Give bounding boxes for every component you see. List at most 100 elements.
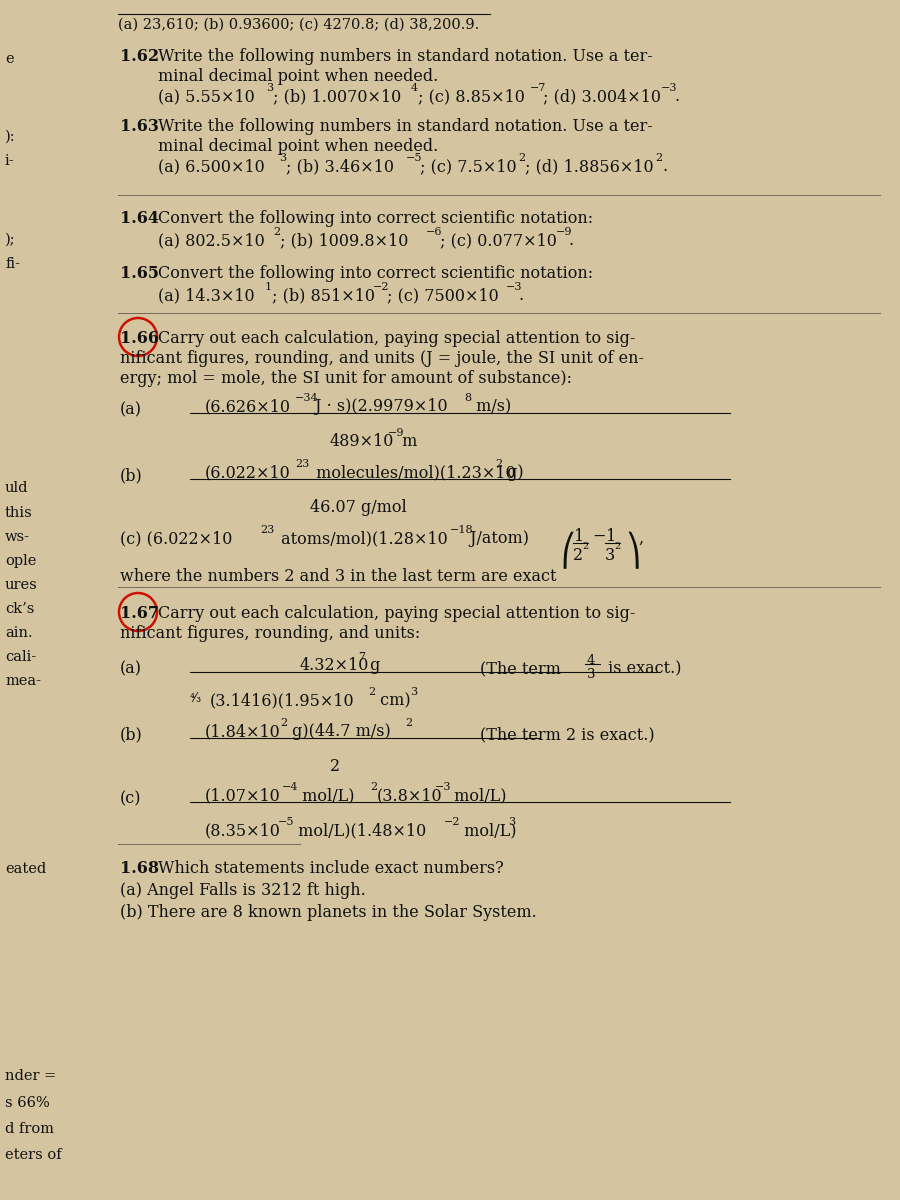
- Text: −: −: [592, 528, 606, 545]
- Text: −4: −4: [282, 782, 299, 792]
- Text: 2: 2: [655, 152, 662, 163]
- Text: (a) 5.55×10: (a) 5.55×10: [158, 88, 255, 104]
- Text: 2: 2: [495, 458, 502, 469]
- Text: 3: 3: [587, 668, 596, 680]
- Text: (a): (a): [120, 660, 142, 677]
- Text: (c) (6.022×10: (c) (6.022×10: [120, 530, 232, 547]
- Text: −5: −5: [406, 152, 422, 163]
- Text: (1.07×10: (1.07×10: [205, 787, 281, 804]
- Text: );: );: [5, 233, 15, 247]
- Text: 2: 2: [273, 227, 280, 236]
- Text: −3: −3: [435, 782, 452, 792]
- Text: .: .: [569, 232, 574, 248]
- Text: ):: ):: [5, 130, 15, 144]
- Text: mol/L): mol/L): [459, 822, 517, 839]
- Text: (a) 802.5×10: (a) 802.5×10: [158, 232, 265, 248]
- Text: s 66%: s 66%: [5, 1096, 50, 1110]
- Text: minal decimal point when needed.: minal decimal point when needed.: [158, 68, 438, 85]
- Text: 1: 1: [606, 528, 616, 545]
- Text: 4: 4: [587, 654, 596, 667]
- Text: −9: −9: [388, 428, 404, 438]
- Text: (a): (a): [120, 401, 142, 418]
- Text: minal decimal point when needed.: minal decimal point when needed.: [158, 138, 438, 155]
- Text: −9: −9: [556, 227, 572, 236]
- Text: −6: −6: [426, 227, 443, 236]
- Text: (3.8×10: (3.8×10: [377, 787, 443, 804]
- Text: (b): (b): [120, 726, 143, 743]
- Text: 3: 3: [279, 152, 286, 163]
- Text: −7: −7: [530, 83, 546, 92]
- Text: 1: 1: [574, 528, 584, 545]
- Text: 2: 2: [330, 758, 340, 775]
- Text: g)(44.7 m/s): g)(44.7 m/s): [287, 722, 391, 740]
- Text: Write the following numbers in standard notation. Use a ter-: Write the following numbers in standard …: [158, 118, 652, 134]
- Text: 7: 7: [358, 652, 365, 662]
- Text: d from: d from: [5, 1122, 54, 1136]
- Text: 3: 3: [605, 547, 616, 564]
- Text: (a) 14.3×10: (a) 14.3×10: [158, 287, 255, 304]
- Text: 3: 3: [266, 83, 273, 92]
- Text: 2: 2: [368, 686, 375, 697]
- Text: uld: uld: [5, 481, 29, 496]
- Text: (a) Angel Falls is 3212 ft high.: (a) Angel Falls is 3212 ft high.: [120, 882, 365, 899]
- Text: (3.1416)(1.95×10: (3.1416)(1.95×10: [210, 692, 355, 709]
- Text: 489×10: 489×10: [330, 433, 394, 450]
- Text: ; (c) 7.5×10: ; (c) 7.5×10: [420, 158, 517, 175]
- Text: ws-: ws-: [5, 530, 30, 545]
- Text: Convert the following into correct scientific notation:: Convert the following into correct scien…: [158, 265, 593, 282]
- Text: ⎞: ⎞: [625, 532, 640, 569]
- Text: ck’s: ck’s: [5, 602, 34, 617]
- Text: Carry out each calculation, paying special attention to sig-: Carry out each calculation, paying speci…: [158, 330, 635, 347]
- Text: −2: −2: [444, 817, 461, 827]
- Text: J/atom): J/atom): [465, 530, 529, 547]
- Text: −3: −3: [661, 83, 678, 92]
- Text: .: .: [674, 88, 680, 104]
- Text: 46.07 g/mol: 46.07 g/mol: [310, 499, 407, 516]
- Text: Carry out each calculation, paying special attention to sig-: Carry out each calculation, paying speci…: [158, 605, 635, 622]
- Text: ; (c) 7500×10: ; (c) 7500×10: [387, 287, 499, 304]
- Text: 23: 23: [295, 458, 310, 469]
- Text: 23: 23: [260, 526, 274, 535]
- Text: 2: 2: [582, 542, 589, 551]
- Text: (6.022×10: (6.022×10: [205, 464, 291, 481]
- Text: 3: 3: [508, 817, 515, 827]
- Text: cm): cm): [375, 692, 410, 709]
- Text: 2: 2: [370, 782, 377, 792]
- Text: g: g: [365, 658, 381, 674]
- Text: ; (b) 1009.8×10: ; (b) 1009.8×10: [280, 232, 409, 248]
- Text: ; (c) 8.85×10: ; (c) 8.85×10: [418, 88, 525, 104]
- Text: −3: −3: [506, 282, 523, 292]
- Text: 2: 2: [518, 152, 525, 163]
- Text: 2: 2: [405, 718, 412, 728]
- Text: mol/L): mol/L): [449, 787, 507, 804]
- Text: nificant figures, rounding, and units:: nificant figures, rounding, and units:: [120, 625, 420, 642]
- Text: 1.62: 1.62: [120, 48, 159, 65]
- Text: 2: 2: [614, 542, 620, 551]
- Text: (b) There are 8 known planets in the Solar System.: (b) There are 8 known planets in the Sol…: [120, 904, 536, 922]
- Text: −34: −34: [295, 392, 319, 403]
- Text: m: m: [397, 433, 418, 450]
- Text: −2: −2: [373, 282, 390, 292]
- Text: this: this: [5, 506, 32, 521]
- Text: mea-: mea-: [5, 674, 41, 689]
- Text: mol/L): mol/L): [297, 787, 355, 804]
- Text: where the numbers 2 and 3 in the last term are exact: where the numbers 2 and 3 in the last te…: [120, 568, 556, 584]
- Text: 4: 4: [411, 83, 418, 92]
- Text: eated: eated: [5, 862, 46, 876]
- Text: Write the following numbers in standard notation. Use a ter-: Write the following numbers in standard …: [158, 48, 652, 65]
- Text: 8: 8: [464, 392, 471, 403]
- Text: atoms/mol)(1.28×10: atoms/mol)(1.28×10: [276, 530, 448, 547]
- Text: ergy; mol = mole, the SI unit for amount of substance):: ergy; mol = mole, the SI unit for amount…: [120, 370, 572, 386]
- Text: ; (d) 1.8856×10: ; (d) 1.8856×10: [525, 158, 653, 175]
- Text: molecules/mol)(1.23×10: molecules/mol)(1.23×10: [311, 464, 516, 481]
- Text: i-: i-: [5, 154, 14, 168]
- Text: ; (b) 3.46×10: ; (b) 3.46×10: [286, 158, 394, 175]
- Text: (a) 6.500×10: (a) 6.500×10: [158, 158, 265, 175]
- Text: ople: ople: [5, 554, 36, 569]
- Text: (a) 23,610; (b) 0.93600; (c) 4270.8; (d) 38,200.9.: (a) 23,610; (b) 0.93600; (c) 4270.8; (d)…: [118, 18, 479, 32]
- Text: Which statements include exact numbers?: Which statements include exact numbers?: [158, 860, 504, 877]
- Text: ain.: ain.: [5, 626, 32, 641]
- Text: 2: 2: [573, 547, 583, 564]
- Text: (1.84×10: (1.84×10: [205, 722, 281, 740]
- Text: 3: 3: [410, 686, 417, 697]
